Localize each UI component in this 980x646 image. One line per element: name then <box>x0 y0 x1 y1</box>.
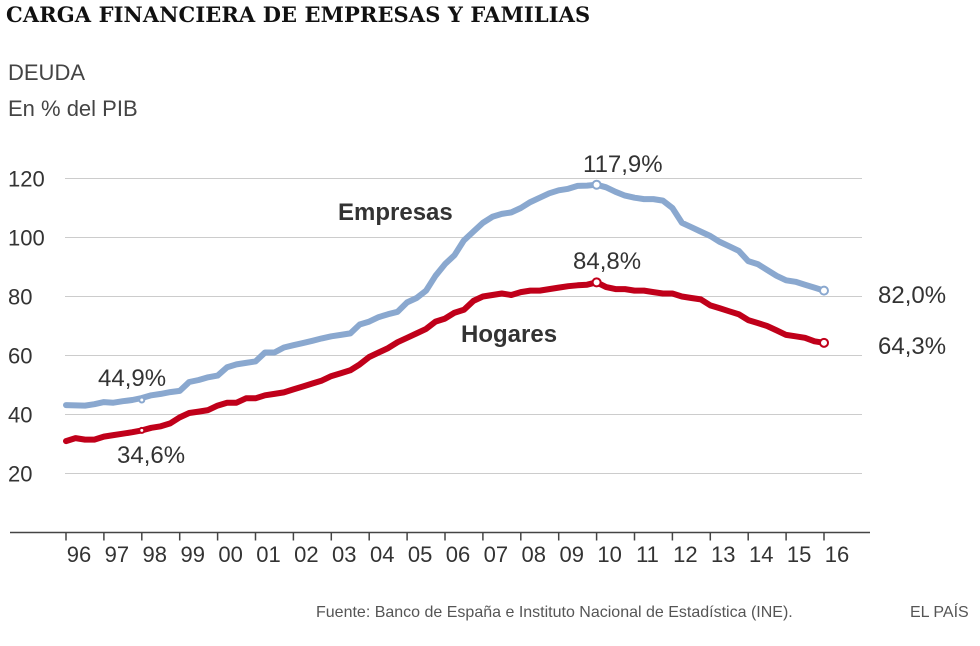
x-tick-label-03: 03 <box>332 542 356 567</box>
x-tick-label-14: 14 <box>749 542 773 567</box>
marker-hogares-0 <box>138 426 146 434</box>
y-tick-label-80: 80 <box>8 285 32 310</box>
chart-title: CARGA FINANCIERA DE EMPRESAS Y FAMILIAS <box>6 2 591 27</box>
x-tick-label-01: 01 <box>256 542 280 567</box>
x-tick-label-06: 06 <box>446 542 470 567</box>
annotation-empresas-start: 44,9% <box>98 365 166 392</box>
x-tick-label-00: 00 <box>218 542 242 567</box>
x-tick-label-08: 08 <box>522 542 546 567</box>
x-tick-label-96: 96 <box>67 542 91 567</box>
x-tick-label-05: 05 <box>408 542 432 567</box>
brand-label: EL PAÍS <box>910 604 969 621</box>
marker-hogares-1 <box>591 277 602 288</box>
series-line-hogares <box>63 279 827 445</box>
x-tick-label-02: 02 <box>294 542 318 567</box>
x-tick-label-13: 13 <box>711 542 735 567</box>
y-tick-label-40: 40 <box>8 403 32 428</box>
x-tick-label-04: 04 <box>370 542 394 567</box>
x-tick-label-97: 97 <box>105 542 129 567</box>
line-chart: 20 40 60 80 100 120 96 97 98 99 00 01 02 03 04 05 06 07 08… <box>8 151 946 567</box>
y-tick-label-120: 120 <box>8 167 45 192</box>
y-tick-label-20: 20 <box>8 462 32 487</box>
series-label-empresas: Empresas <box>338 199 453 226</box>
chart-unit-label: En % del PIB <box>8 96 138 121</box>
y-tick-label-100: 100 <box>8 226 45 251</box>
marker-empresas-0 <box>138 396 146 404</box>
marker-empresas-1 <box>591 179 602 190</box>
x-tick-label-12: 12 <box>673 542 697 567</box>
marker-empresas-2 <box>819 285 829 296</box>
series-line-empresas <box>63 181 827 409</box>
x-tick-label-11: 11 <box>636 542 659 567</box>
annotation-hogares-peak: 84,8% <box>573 248 641 275</box>
x-tick-label-07: 07 <box>484 542 508 567</box>
y-tick-label-60: 60 <box>8 344 32 369</box>
x-tick-label-98: 98 <box>143 542 167 567</box>
source-note: Fuente: Banco de España e Instituto Naci… <box>316 604 793 621</box>
annotation-hogares-end: 64,3% <box>878 333 946 360</box>
annotation-empresas-end: 82,0% <box>878 282 946 309</box>
x-tick-label-99: 99 <box>180 542 204 567</box>
x-tick-label-09: 09 <box>559 542 583 567</box>
marker-hogares-2 <box>819 337 829 348</box>
chart-subtitle: DEUDA <box>8 60 86 85</box>
x-tick-label-15: 15 <box>787 542 811 567</box>
series-label-hogares: Hogares <box>461 321 557 348</box>
annotation-hogares-start: 34,6% <box>117 442 185 469</box>
x-tick-label-16: 16 <box>825 542 849 567</box>
annotation-empresas-peak: 117,9% <box>583 151 663 178</box>
x-tick-label-10: 10 <box>597 542 621 567</box>
